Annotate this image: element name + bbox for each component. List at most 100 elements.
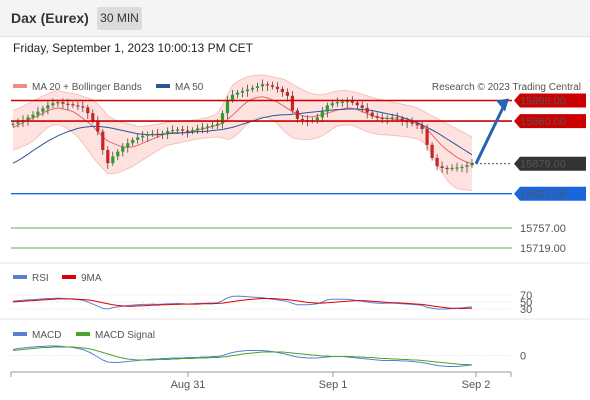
candle xyxy=(385,117,389,120)
rsi-legend-label: RSI xyxy=(32,273,49,284)
candle xyxy=(141,135,145,138)
macd-signal-legend-swatch xyxy=(76,332,90,336)
candle xyxy=(76,105,80,107)
timeframe-button[interactable]: 30 MIN xyxy=(97,7,142,30)
level-label-bg-15822 xyxy=(514,186,586,201)
chart-header: Dax (Eurex) 30 MIN xyxy=(0,0,590,37)
ma50-line xyxy=(12,108,473,164)
candle xyxy=(275,86,279,89)
candle xyxy=(300,119,304,121)
candle xyxy=(345,101,349,103)
candle xyxy=(11,123,15,125)
candle xyxy=(370,112,374,117)
ma50-legend-label: MA 50 xyxy=(175,82,204,93)
candle xyxy=(320,111,324,118)
macd-panel: 0 xyxy=(11,345,526,367)
candle xyxy=(186,130,190,132)
rsi-level-label: 70 xyxy=(520,290,532,302)
candle xyxy=(111,156,115,164)
candle xyxy=(71,104,75,106)
rsi-level-label: 30 xyxy=(520,304,532,316)
candle xyxy=(211,125,215,127)
candle xyxy=(206,126,210,128)
candle xyxy=(156,133,160,135)
ma20-line xyxy=(12,96,473,165)
candle xyxy=(106,150,110,164)
candle xyxy=(201,127,205,129)
candle xyxy=(450,167,454,170)
candle xyxy=(315,117,319,120)
level-label-15960: 15960.00 xyxy=(520,116,566,128)
candle xyxy=(61,102,65,104)
candle xyxy=(245,89,250,92)
rsi-ma-legend-swatch xyxy=(62,275,76,279)
candle xyxy=(81,106,85,108)
candle xyxy=(91,113,95,122)
level-label-15879: 15879.00 xyxy=(520,159,566,171)
candle xyxy=(151,133,155,135)
candle xyxy=(445,167,449,170)
candle xyxy=(216,123,220,126)
candle xyxy=(430,144,434,158)
candle xyxy=(41,108,45,112)
candle xyxy=(440,166,444,168)
candle xyxy=(235,92,240,95)
x-tick-label: Sep 2 xyxy=(462,379,491,391)
candle xyxy=(460,166,464,169)
macd-signal-legend-label: MACD Signal xyxy=(95,330,155,341)
candle xyxy=(260,84,265,87)
candle xyxy=(355,102,359,106)
candle xyxy=(255,86,260,88)
level-label-15822: 15822.00 xyxy=(520,189,566,201)
candle xyxy=(230,94,235,100)
candle xyxy=(126,143,130,147)
macd-line xyxy=(12,345,473,367)
bb-upper-line xyxy=(12,74,473,138)
candle xyxy=(470,163,474,166)
candle xyxy=(46,105,50,109)
candle xyxy=(360,105,364,108)
candle xyxy=(136,137,140,140)
candle xyxy=(66,103,70,105)
candle xyxy=(365,107,369,113)
candle xyxy=(26,117,30,120)
candle xyxy=(375,116,379,118)
candle xyxy=(220,113,225,124)
candle xyxy=(181,129,185,131)
candle xyxy=(225,100,230,114)
candle xyxy=(191,130,195,132)
candle xyxy=(96,121,100,132)
candle xyxy=(265,84,269,86)
candle xyxy=(425,129,429,145)
level-label-15999: 15999.00 xyxy=(520,96,566,108)
candle xyxy=(290,95,294,111)
candle xyxy=(270,85,274,87)
candle xyxy=(335,102,339,104)
projection-arrow xyxy=(474,102,507,165)
credit-label: Research © 2023 Trading Central xyxy=(432,82,581,93)
rsi-legend-swatch xyxy=(13,275,27,279)
candle xyxy=(465,165,469,167)
candle xyxy=(240,91,245,93)
candle xyxy=(295,110,299,119)
candle xyxy=(121,146,125,152)
candle xyxy=(176,129,180,131)
candle xyxy=(415,123,419,126)
candle xyxy=(161,133,165,135)
level-label-15719: 15719.00 xyxy=(520,243,566,255)
candle xyxy=(16,122,20,124)
candle xyxy=(51,103,55,106)
rsi-line xyxy=(12,295,473,310)
ma-bb-legend-label: MA 20 + Bollinger Bands xyxy=(32,82,142,93)
candle xyxy=(390,117,394,119)
x-axis: Aug 31 Sep 1 Sep 2 xyxy=(10,372,512,391)
level-label-bg-15879 xyxy=(514,156,586,171)
datetime-label: Friday, September 1, 2023 10:00:13 PM CE… xyxy=(13,41,253,55)
candle xyxy=(280,88,284,93)
candle xyxy=(340,101,344,103)
candle xyxy=(285,92,289,96)
rsi-ma-line xyxy=(12,298,472,310)
candle xyxy=(31,114,35,118)
levels-panel: 15999.00 15960.00 15879.00 15822.00 15757.00… xyxy=(11,93,586,255)
